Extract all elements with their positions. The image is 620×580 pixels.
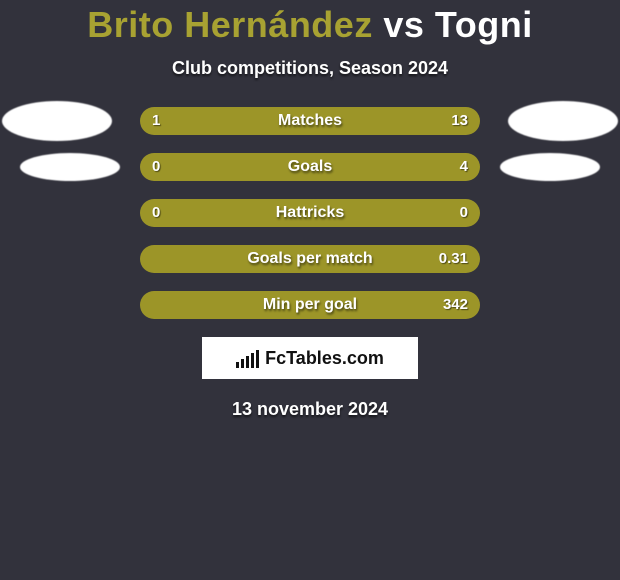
phantom-marker-right	[500, 153, 600, 181]
bar-track	[140, 107, 480, 135]
value-right: 342	[443, 291, 468, 319]
phantom-marker-right	[508, 101, 618, 141]
brand-bars-icon	[236, 348, 259, 368]
brand-bar-icon	[251, 353, 254, 368]
bar-right	[157, 153, 480, 181]
value-left: 0	[152, 153, 160, 181]
bar-track	[140, 245, 480, 273]
bar-right	[198, 107, 480, 135]
bar-left	[140, 291, 157, 319]
stat-row: 113Matches	[0, 107, 620, 135]
value-right: 4	[460, 153, 468, 181]
page-title: Brito Hernández vs Togni	[0, 4, 620, 46]
value-right: 0	[460, 199, 468, 227]
stat-row: 04Goals	[0, 153, 620, 181]
bar-left	[140, 199, 310, 227]
stat-row: 00Hattricks	[0, 199, 620, 227]
bar-right	[157, 291, 480, 319]
phantom-marker-left	[20, 153, 120, 181]
brand-bar-icon	[256, 350, 259, 368]
stat-row: 342Min per goal	[0, 291, 620, 319]
bar-left	[140, 245, 157, 273]
value-left: 1	[152, 107, 160, 135]
brand-bar-icon	[236, 362, 239, 368]
bar-track	[140, 199, 480, 227]
bar-track	[140, 153, 480, 181]
bar-right	[157, 245, 480, 273]
generation-date: 13 november 2024	[0, 399, 620, 420]
comparison-chart: 113Matches04Goals00Hattricks0.31Goals pe…	[0, 107, 620, 319]
value-left: 0	[152, 199, 160, 227]
stat-row: 0.31Goals per match	[0, 245, 620, 273]
brand-bar-icon	[246, 356, 249, 368]
vs-text: vs	[383, 4, 424, 45]
bar-right	[310, 199, 480, 227]
bar-track	[140, 291, 480, 319]
subtitle: Club competitions, Season 2024	[0, 58, 620, 79]
phantom-marker-left	[2, 101, 112, 141]
stats-comparison-card: Brito Hernández vs Togni Club competitio…	[0, 0, 620, 420]
player2-name: Togni	[435, 4, 533, 45]
value-right: 0.31	[439, 245, 468, 273]
player1-name: Brito Hernández	[87, 4, 373, 45]
brand-bar-icon	[241, 359, 244, 368]
brand-badge: FcTables.com	[202, 337, 418, 379]
bar-left	[140, 107, 198, 135]
brand-text: FcTables.com	[265, 348, 384, 369]
value-right: 13	[451, 107, 468, 135]
